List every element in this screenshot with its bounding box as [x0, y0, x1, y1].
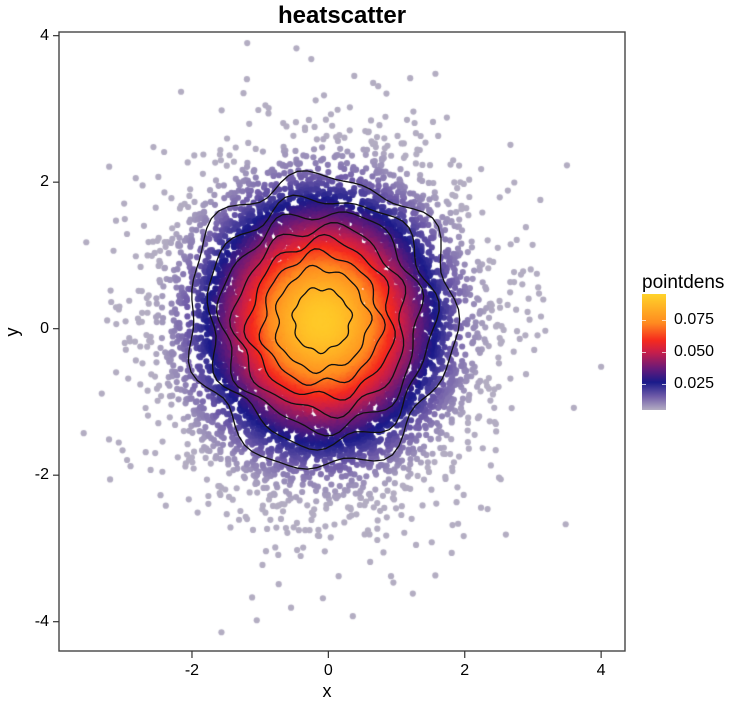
- y-tick-label: 2: [40, 173, 49, 191]
- density-contour: [229, 222, 407, 419]
- legend-tick-mark: [642, 384, 646, 386]
- legend-tick-mark: [642, 352, 646, 353]
- y-tick-label: -4: [34, 612, 49, 630]
- y-axis-label: y: [2, 327, 22, 337]
- density-contour: [291, 287, 354, 355]
- legend-tick-label: 0.075: [674, 310, 715, 328]
- color-legend: pointdens 0.075 0.050 0.025: [642, 272, 725, 410]
- legend-tick-mark: [662, 384, 666, 386]
- y-tick-label: 0: [40, 319, 49, 337]
- x-tick-label: 0: [323, 662, 333, 679]
- y-tick-label: 4: [40, 26, 49, 44]
- chart-title: heatscatter: [277, 2, 407, 29]
- x-tick-label: 2: [460, 662, 470, 679]
- legend-tick-mark: [642, 319, 646, 321]
- y-tick-label: -2: [34, 466, 49, 484]
- legend-tick-label: 0.050: [674, 343, 715, 360]
- density-contour: [274, 264, 373, 375]
- legend-tick-mark: [662, 319, 666, 321]
- legend-tick-label: 0.025: [674, 375, 715, 393]
- plot-area: [59, 32, 625, 651]
- contour-overlay: [187, 170, 461, 470]
- legend-title: pointdens: [642, 272, 725, 293]
- x-tick-label: 4: [596, 662, 606, 679]
- x-axis-label: x: [322, 681, 332, 701]
- x-tick-label: -2: [184, 662, 200, 679]
- legend-tick-mark: [662, 352, 666, 353]
- density-contour: [206, 194, 440, 451]
